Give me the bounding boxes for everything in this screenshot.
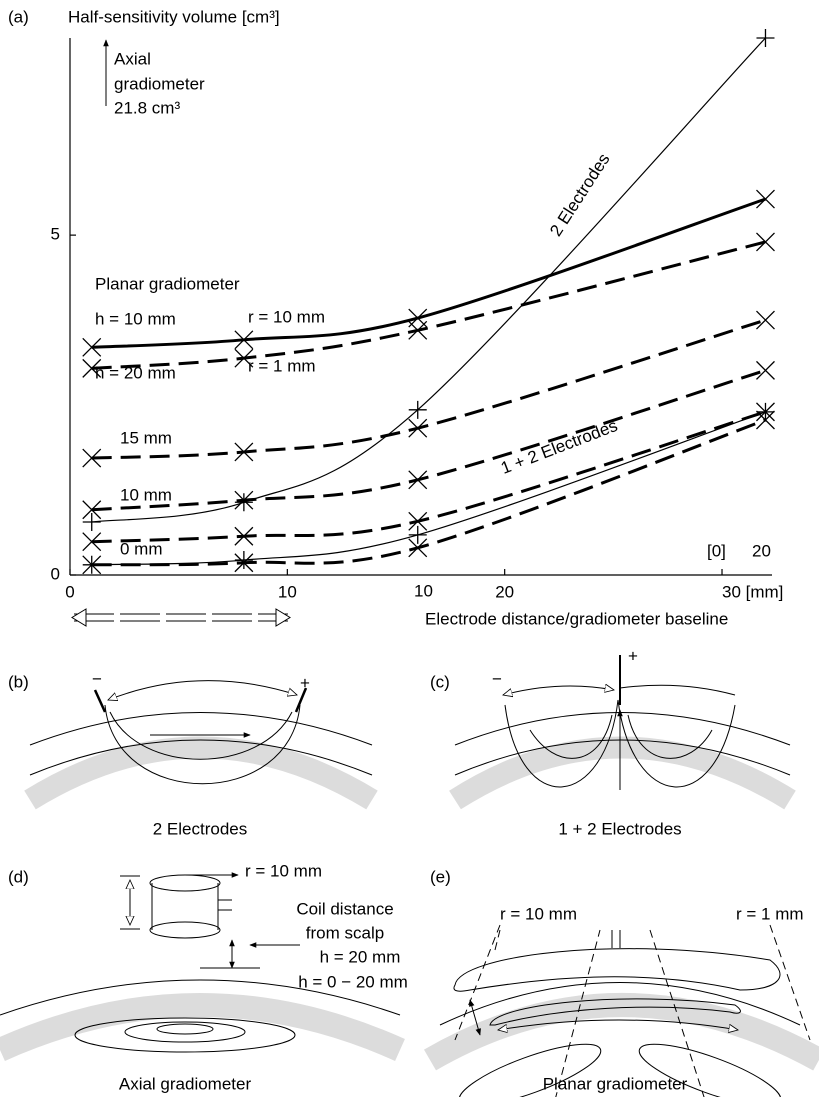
panel-label: (c) [430, 672, 450, 691]
label: from scalp [306, 923, 384, 942]
annotation: r = 10 mm [248, 307, 325, 326]
point-marker [756, 360, 775, 380]
series-line [91, 37, 766, 523]
point-marker [408, 470, 428, 490]
caption: Planar gradiometer [543, 1074, 688, 1093]
point-marker [82, 532, 102, 552]
baseline-arrow [71, 608, 291, 627]
annotation: 0 mm [120, 539, 163, 558]
y-tick-label: 0 [51, 564, 60, 583]
caption: Axial gradiometer [119, 1074, 252, 1093]
x-tick-label: 0 [65, 582, 74, 601]
annotation: 21.8 cm³ [114, 98, 180, 117]
series-line [91, 411, 766, 566]
point-marker [82, 448, 102, 468]
annotation: h = 20 mm [95, 363, 176, 382]
point-marker [82, 512, 101, 531]
electrode-sign: + [300, 673, 310, 692]
point-marker [408, 538, 428, 558]
annotation: gradiometer [114, 74, 205, 93]
label: h = 0 − 20 mm [298, 972, 408, 991]
annotation: 1 + 2 Electrodes [498, 416, 620, 478]
diagram-b: (b) − + 2 Electrodes [8, 669, 378, 838]
point-marker [82, 555, 101, 574]
annotation: 10 mm [120, 485, 172, 504]
caption: 1 + 2 Electrodes [558, 819, 681, 838]
label: r = 10 mm [245, 861, 322, 880]
series-line [91, 197, 766, 349]
point-marker [82, 358, 102, 378]
point-marker [234, 526, 254, 546]
annotation: 15 mm [120, 428, 172, 447]
annotation: Axial [114, 49, 151, 68]
series-line [91, 418, 766, 567]
point-marker [408, 511, 428, 531]
point-marker [408, 525, 427, 544]
series-line [91, 368, 766, 512]
y-axis-label: Half-sensitivity volume [cm³] [68, 7, 280, 26]
label: r = 1 mm [736, 904, 804, 923]
label: r = 10 mm [500, 904, 577, 923]
annotation: 10 [414, 581, 433, 600]
point-marker [756, 29, 775, 47]
annotation: h = 10 mm [95, 309, 176, 328]
diagram-e: (e) r = 10 mm r = 1 mm Planar gradiomete… [423, 867, 819, 1097]
point-marker [756, 189, 775, 209]
x-tick-label: 10 [278, 582, 297, 601]
point-marker [756, 402, 775, 421]
series-line [91, 410, 766, 544]
series-line [91, 240, 766, 370]
diagram-c: (c) − + 1 + 2 Electrodes [430, 646, 796, 838]
annotation: [0] [707, 541, 726, 560]
point-marker [756, 310, 775, 330]
point-marker [234, 551, 253, 570]
annotation: r = 1 mm [248, 356, 316, 375]
annotation: 2 Electrodes [546, 150, 613, 240]
electrode-sign: − [92, 669, 102, 688]
point-marker [234, 348, 254, 368]
point-marker [756, 232, 775, 252]
electrode-sign: − [492, 669, 502, 688]
electrode-sign: + [628, 646, 638, 665]
x-tick-label: 30 [mm] [722, 582, 783, 601]
diagram-d: (d) r = 10 mm Coil distance from scalp h… [0, 861, 408, 1093]
point-marker [234, 493, 253, 512]
point-marker [408, 418, 428, 438]
label: Coil distance [296, 899, 393, 918]
y-tick-label: 5 [51, 225, 60, 244]
point-marker [82, 337, 102, 357]
point-marker [408, 400, 427, 419]
panel-label: (b) [8, 672, 29, 691]
point-marker [408, 320, 428, 340]
point-marker [82, 500, 102, 520]
annotation: Planar gradiometer [95, 274, 240, 293]
panel-label: (d) [8, 867, 29, 886]
series-line [91, 318, 766, 460]
label: h = 20 mm [320, 947, 401, 966]
x-tick-label: 20 [495, 582, 514, 601]
panel-label: (e) [430, 867, 451, 886]
caption: 2 Electrodes [153, 819, 248, 838]
point-marker [234, 442, 254, 462]
x-axis-label: Electrode distance/gradiometer baseline [425, 609, 728, 628]
panel-label: (a) [8, 7, 29, 26]
point-marker [234, 330, 254, 350]
annotation: 20 [752, 541, 771, 560]
